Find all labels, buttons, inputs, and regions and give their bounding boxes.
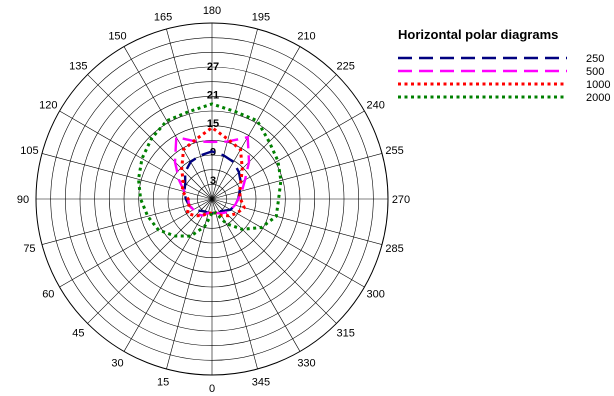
- grid-spoke: [211, 153, 383, 200]
- angle-label: 195: [252, 11, 270, 23]
- chart-title: Horizontal polar diagrams: [398, 27, 558, 42]
- grid-spoke: [211, 28, 258, 200]
- angle-label: 105: [20, 145, 38, 157]
- series-line-2000: [136, 102, 283, 238]
- angle-label: 225: [336, 60, 354, 72]
- angle-label: 255: [385, 145, 403, 157]
- angle-label: 75: [23, 243, 35, 255]
- legend-label-2000: 2000: [586, 92, 610, 104]
- grid-spoke: [59, 110, 213, 200]
- angle-label: 240: [366, 100, 384, 112]
- grid-spoke: [211, 198, 337, 324]
- grid-spoke: [211, 198, 258, 370]
- grid-spoke: [166, 28, 213, 200]
- angle-labels: 0 15 30 45 60 75 90 105 120 135 150 165 180 195 210 225…: [17, 5, 410, 395]
- legend-label-500: 500: [586, 66, 604, 78]
- angle-label: 315: [336, 328, 354, 340]
- angle-label: 135: [69, 60, 87, 72]
- radial-tick-label: 3: [210, 175, 216, 187]
- radial-tick-label: 21: [207, 89, 219, 101]
- series-line-250: [183, 150, 243, 215]
- angle-label: 270: [392, 194, 410, 206]
- grid-spoke: [211, 198, 365, 288]
- grid-spoke: [211, 198, 301, 352]
- grid-spoke: [87, 198, 213, 324]
- angle-label: 345: [252, 377, 270, 389]
- angle-label: 120: [39, 100, 57, 112]
- angle-label: 210: [297, 30, 315, 42]
- angle-label: 330: [297, 358, 315, 370]
- angle-label: 45: [72, 328, 84, 340]
- angle-label: 0: [209, 383, 215, 395]
- angle-label: 165: [154, 11, 172, 23]
- grid-spoke: [123, 46, 213, 200]
- grid-spoke: [211, 74, 337, 200]
- angle-label: 150: [108, 30, 126, 42]
- grid-spoke: [211, 46, 301, 200]
- radial-tick-label: 15: [207, 118, 219, 130]
- grid-spoke: [211, 110, 365, 200]
- grid-spoke: [211, 198, 383, 245]
- grid-spoke: [87, 74, 213, 200]
- angle-label: 30: [111, 358, 123, 370]
- grid-spoke: [41, 153, 213, 200]
- grid-spoke: [41, 198, 213, 245]
- series-line-500: [173, 135, 251, 217]
- angle-label: 60: [42, 289, 54, 301]
- grid-spoke: [59, 198, 213, 288]
- series-group: [136, 102, 283, 238]
- grid-spoke: [123, 198, 213, 352]
- angle-label: 300: [366, 289, 384, 301]
- legend-label-250: 250: [586, 53, 604, 65]
- radial-tick-label: 27: [207, 61, 219, 73]
- angle-label: 180: [203, 5, 221, 17]
- angle-label: 15: [157, 377, 169, 389]
- angle-label: 285: [385, 243, 403, 255]
- polar-grid: [35, 22, 389, 376]
- angle-label: 90: [17, 194, 29, 206]
- legend-label-1000: 1000: [586, 79, 610, 91]
